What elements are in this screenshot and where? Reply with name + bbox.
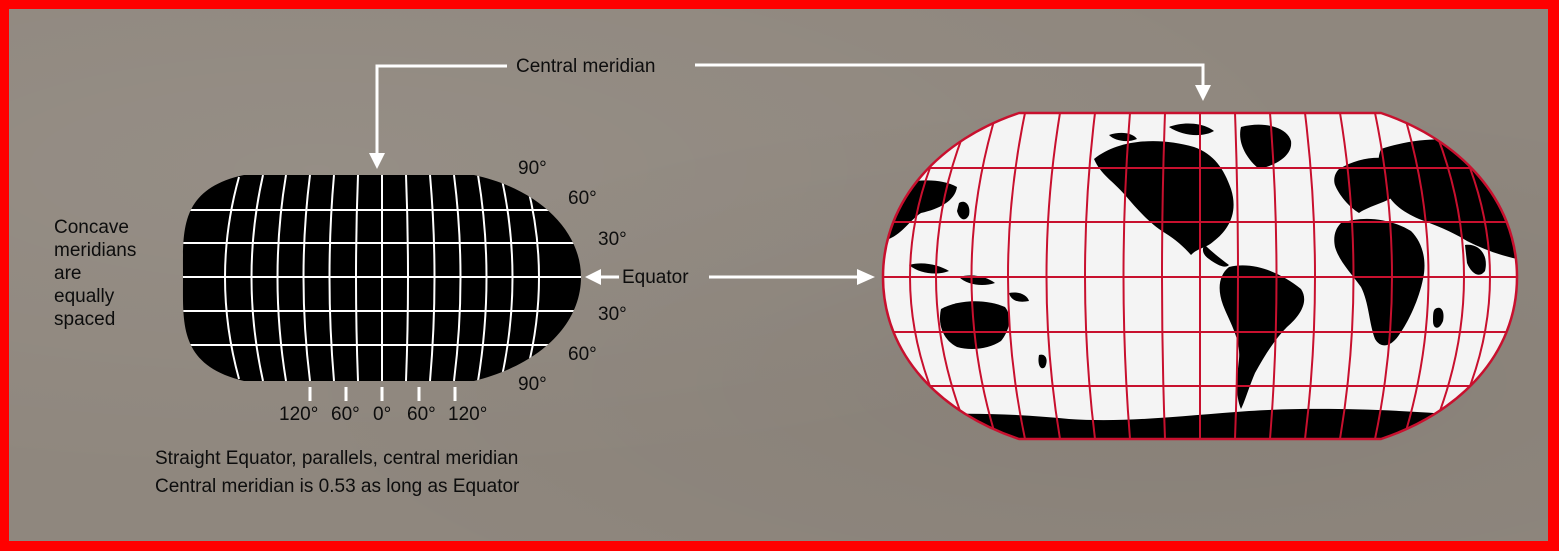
longitude-label-120-east: 120° (448, 404, 488, 425)
arrowhead-equator-right (857, 269, 875, 285)
arrow-to-large-meridian (695, 63, 1205, 89)
caption-line: Straight Equator, parallels, central mer… (155, 448, 519, 469)
diagram-svg (182, 63, 1519, 441)
latitude-label-60-south: 60° (568, 344, 597, 365)
south-america (1219, 265, 1305, 409)
longitude-ticks (308, 387, 457, 401)
side-note-line: meridians (54, 240, 137, 261)
large-projection-outline (881, 111, 1519, 441)
latitude-label-60-north: 60° (568, 188, 597, 209)
large-graticule (883, 113, 1517, 439)
side-note-line: equally (54, 286, 115, 307)
side-note-line: Concave (54, 217, 129, 238)
longitude-label-60-east: 60° (407, 404, 436, 425)
africa (1334, 218, 1425, 346)
north-america (1094, 141, 1234, 255)
longitude-label-0: 0° (373, 404, 392, 425)
latitude-label-30-north: 30° (598, 229, 627, 250)
longitude-label-120-west: 120° (279, 404, 319, 425)
caption-line: Central meridian is 0.53 as long as Equa… (155, 476, 520, 497)
captions: Straight Equator, parallels, central mer… (155, 445, 519, 501)
arrows (369, 63, 1211, 285)
side-note-line: are (54, 263, 82, 284)
small-graticule (182, 175, 581, 381)
central-meridian-label: Central meridian (516, 56, 656, 77)
side-note-line: spaced (54, 309, 116, 330)
central-america (1202, 245, 1229, 267)
large-projection (881, 111, 1519, 441)
latitude-label-90-south: 90° (518, 374, 547, 395)
arrowhead-equator-left (585, 269, 601, 285)
latitude-label-90-north: 90° (518, 158, 547, 179)
arrow-to-small-meridian (375, 64, 507, 157)
latitude-label-30-south: 30° (598, 304, 627, 325)
equator-label: Equator (622, 267, 689, 288)
longitude-label-60-west: 60° (331, 404, 360, 425)
small-projection (182, 175, 581, 401)
diagram-frame: Central meridian Equator Concave meridia… (9, 9, 1548, 541)
side-note: Concave meridians are equally spaced (54, 216, 174, 331)
arrowhead-small-meridian (369, 153, 385, 169)
greenland (1240, 124, 1292, 169)
arrowhead-large-meridian (1195, 85, 1211, 101)
